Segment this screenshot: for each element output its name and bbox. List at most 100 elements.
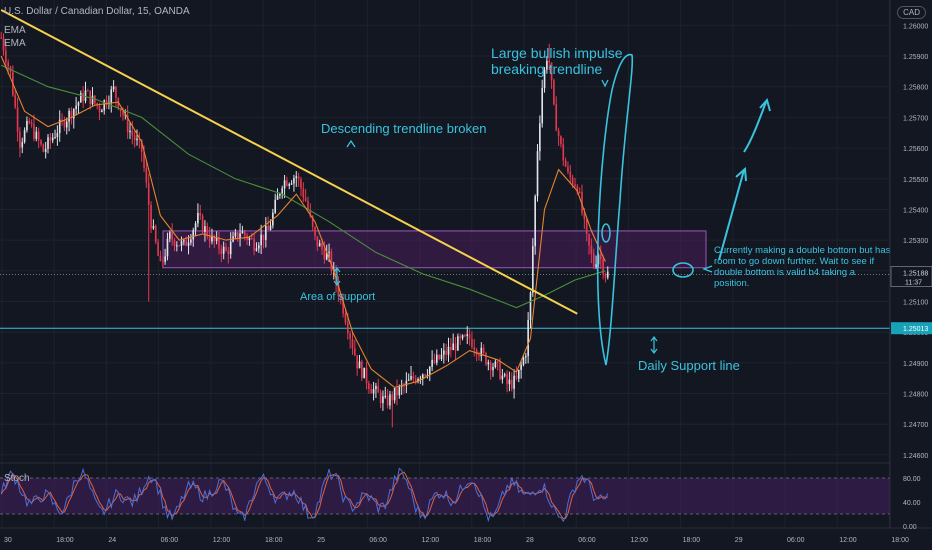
candle-body: [384, 395, 387, 397]
candle-body: [194, 223, 197, 231]
stoch-k-line: [0, 467, 609, 523]
candle-body: [581, 191, 583, 213]
candle-body: [356, 355, 358, 369]
candle-body: [539, 123, 541, 152]
candle-body: [87, 90, 89, 92]
candle-body: [229, 241, 232, 255]
x-tick-label: 12:00: [839, 537, 857, 544]
candle-body: [510, 379, 513, 389]
candle-body: [206, 226, 209, 237]
candle-body: [49, 137, 52, 141]
candle-body: [225, 246, 227, 251]
candle-body: [393, 387, 396, 401]
candle-body: [386, 395, 389, 406]
candle-body: [536, 151, 539, 197]
ema-legend-1: EMA: [4, 25, 26, 36]
candle-body: [269, 225, 272, 230]
candle-body: [344, 313, 347, 323]
x-tick-label: 12:00: [422, 537, 440, 544]
candle-body: [21, 141, 24, 148]
candle-body: [5, 50, 7, 63]
candle-body: [220, 248, 223, 254]
candle-body: [150, 204, 152, 229]
candle-body: [461, 335, 464, 339]
x-tick-label: 06:00: [369, 537, 387, 544]
candle-body: [445, 350, 447, 355]
candle-body: [138, 138, 141, 140]
candle-body: [164, 256, 166, 262]
candle-body: [595, 264, 597, 267]
candle-body: [255, 248, 258, 251]
candle-body: [152, 226, 155, 229]
candle-body: [450, 346, 452, 351]
candle-body: [417, 378, 419, 382]
candle-body: [379, 392, 382, 404]
candle-body: [290, 183, 293, 185]
candle-body: [288, 184, 291, 186]
candle-body: [173, 239, 176, 247]
candle-body: [328, 251, 330, 253]
candle-body: [147, 182, 150, 205]
y-tick-label: 1.25700: [903, 115, 928, 122]
y-tick-label: 1.24600: [903, 453, 928, 460]
candle-body: [606, 271, 609, 278]
candle-body: [140, 139, 143, 153]
candle-body: [0, 37, 2, 39]
x-tick-label: 06:00: [787, 537, 805, 544]
candle-body: [145, 167, 148, 183]
descending-trendline: [0, 9, 578, 315]
candle-body: [571, 177, 574, 185]
candle-body: [541, 88, 544, 124]
candle-body: [351, 338, 354, 349]
y-tick-label: 1.24700: [903, 422, 928, 429]
candles: [0, 31, 609, 428]
candle-body: [211, 235, 213, 242]
candle-body: [176, 245, 178, 247]
candle-body: [295, 176, 298, 179]
candle-body: [405, 380, 408, 386]
currency-badge[interactable]: CAD: [897, 6, 926, 19]
candle-body: [503, 374, 506, 376]
candle-body: [517, 369, 520, 379]
candle-body: [459, 336, 462, 339]
x-tick-label: 18:00: [474, 537, 492, 544]
candle-body: [7, 62, 10, 67]
candle-body: [63, 119, 66, 128]
candle-body: [480, 347, 483, 357]
candle-body: [515, 375, 518, 379]
candle-body: [178, 245, 180, 247]
y-tick-label: 1.24900: [903, 361, 928, 368]
candle-body: [14, 95, 17, 108]
candle-body: [466, 334, 469, 336]
candle-body: [131, 130, 134, 136]
candle-body: [241, 231, 244, 234]
countdown-value: 11:37: [905, 280, 922, 287]
candle-body: [143, 152, 145, 168]
candle-body: [433, 359, 436, 363]
y-tick-label: 1.25800: [903, 85, 928, 92]
candle-body: [342, 298, 344, 314]
x-tick-label: 18:00: [265, 537, 283, 544]
candle-body: [508, 379, 511, 385]
x-tick-label: 18:00: [891, 537, 909, 544]
candle-body: [286, 180, 288, 186]
candle-body: [316, 236, 319, 247]
trendline-pointer-icon: [346, 139, 356, 148]
candle-body: [26, 120, 28, 131]
candle-body: [534, 196, 536, 247]
y-tick-label: 1.25100: [903, 300, 928, 307]
candle-body: [485, 352, 487, 365]
candle-body: [103, 100, 106, 111]
candle-body: [468, 334, 471, 339]
stoch-d-line: [0, 471, 608, 520]
x-tick-label: 12:00: [630, 537, 648, 544]
candle-body: [389, 394, 391, 406]
candle-body: [349, 333, 351, 339]
candle-body: [253, 238, 255, 251]
candle-body: [82, 93, 84, 102]
candle-body: [410, 376, 412, 380]
x-tick-label: 18:00: [683, 537, 701, 544]
candle-body: [438, 354, 440, 360]
candle-body: [248, 238, 251, 240]
